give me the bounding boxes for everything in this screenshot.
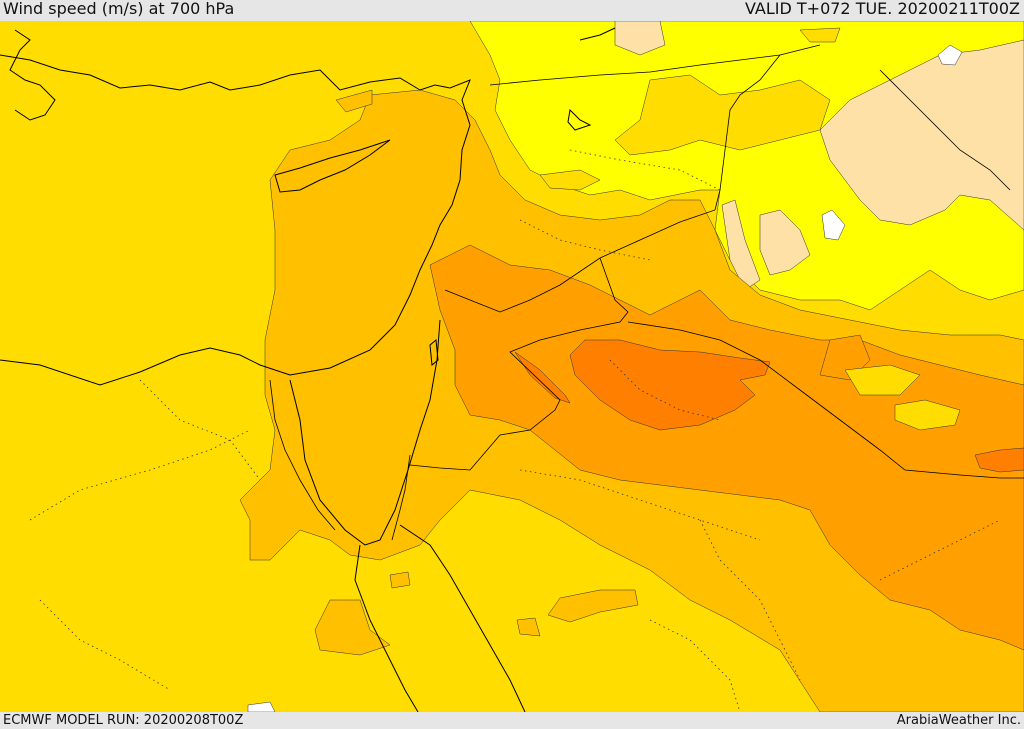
band-island-2 xyxy=(844,364,921,396)
band-orange-small-1 xyxy=(314,599,391,656)
map-title: Wind speed (m/s) at 700 hPa xyxy=(3,0,235,18)
band-peach-center xyxy=(759,209,811,276)
band-peach-top xyxy=(614,21,666,56)
band-pocket-3 xyxy=(799,27,841,43)
band-white-2 xyxy=(821,209,846,241)
band-orange-small-5 xyxy=(516,617,541,637)
band-orange-small-4 xyxy=(389,571,411,589)
province-lines xyxy=(29,149,1001,712)
borders xyxy=(269,44,1024,541)
header-bar: Wind speed (m/s) at 700 hPa VALID T+072 … xyxy=(0,0,1024,21)
coastlines xyxy=(0,27,616,712)
band-pocket-1 xyxy=(614,74,831,156)
map-canvas xyxy=(0,21,1024,712)
band-white-3 xyxy=(247,701,276,712)
band-orange-small-3 xyxy=(335,89,373,113)
band-pocket-2 xyxy=(539,169,601,191)
band-core xyxy=(569,339,771,431)
valid-time: VALID T+072 TUE. 20200211T00Z xyxy=(744,0,1020,18)
wind-speed-map xyxy=(0,21,1024,712)
band-orange-small-2 xyxy=(547,589,639,623)
band-core-3 xyxy=(974,447,1024,473)
band-white-1 xyxy=(937,44,963,66)
band-core-2 xyxy=(514,351,571,404)
footer-bar: ECMWF MODEL RUN: 20200208T00Z ArabiaWeat… xyxy=(0,712,1024,729)
credit: ArabiaWeather Inc. xyxy=(896,713,1021,728)
band-island-1 xyxy=(894,399,961,431)
model-run: ECMWF MODEL RUN: 20200208T00Z xyxy=(3,713,244,728)
band-peach-left xyxy=(721,199,761,291)
band-peach-ne xyxy=(819,39,1024,231)
